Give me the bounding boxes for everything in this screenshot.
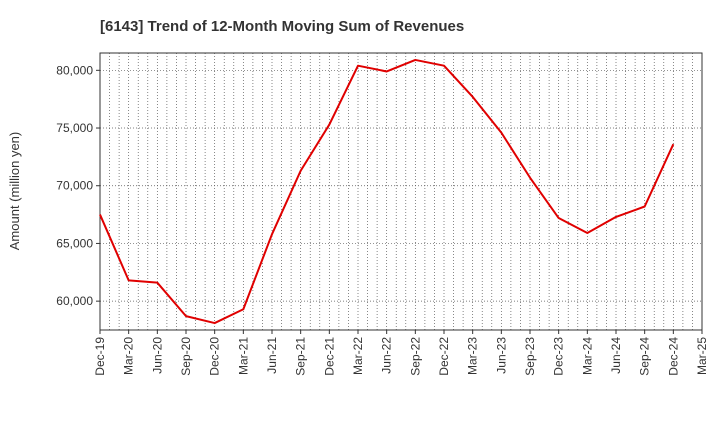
y-axis-label: Amount (million yen) — [7, 132, 22, 251]
x-tick-label: Jun-20 — [150, 337, 164, 374]
plot-area — [99, 52, 703, 331]
chart-title: [6143] Trend of 12-Month Moving Sum of R… — [100, 18, 464, 35]
x-tick-label: Dec-23 — [552, 337, 566, 376]
y-axis: 60,000 65,000 70,000 75,000 80,000 — [56, 63, 100, 308]
x-tick-label: Mar-20 — [122, 337, 136, 375]
x-tick-label: Dec-24 — [666, 337, 680, 376]
x-tick-label: Mar-22 — [351, 337, 365, 375]
x-tick-label: Dec-21 — [322, 337, 336, 376]
series-layer — [99, 58, 675, 325]
x-tick-label: Mar-25 — [695, 337, 709, 375]
x-tick-label: Dec-22 — [437, 337, 451, 376]
x-tick-label: Jun-21 — [265, 337, 279, 374]
x-axis: Dec-19 Mar-20 Jun-20 Sep-20 Dec-20 Mar-21 Jun-… — [93, 330, 709, 376]
grid — [100, 53, 702, 330]
x-tick-label: Sep-24 — [638, 337, 652, 376]
y-tick-label: 75,000 — [56, 121, 93, 135]
x-tick-label: Mar-21 — [236, 337, 250, 375]
y-tick-label: 70,000 — [56, 179, 93, 193]
x-tick-label: Sep-23 — [523, 337, 537, 376]
y-tick-label: 60,000 — [56, 294, 93, 308]
x-tick-label: Jun-22 — [380, 337, 394, 374]
y-tick-label: 65,000 — [56, 236, 93, 250]
x-tick-label: Jun-24 — [609, 337, 623, 374]
series-line — [99, 58, 675, 325]
y-tick-label: 80,000 — [56, 63, 93, 77]
x-tick-label: Jun-23 — [494, 337, 508, 374]
x-tick-label: Sep-20 — [179, 337, 193, 376]
x-tick-label: Mar-23 — [466, 337, 480, 375]
x-tick-label: Dec-19 — [93, 337, 107, 376]
x-tick-label: Sep-21 — [294, 337, 308, 376]
x-tick-label: Dec-20 — [208, 337, 222, 376]
x-tick-label: Mar-24 — [580, 337, 594, 375]
x-tick-label: Sep-22 — [408, 337, 422, 376]
